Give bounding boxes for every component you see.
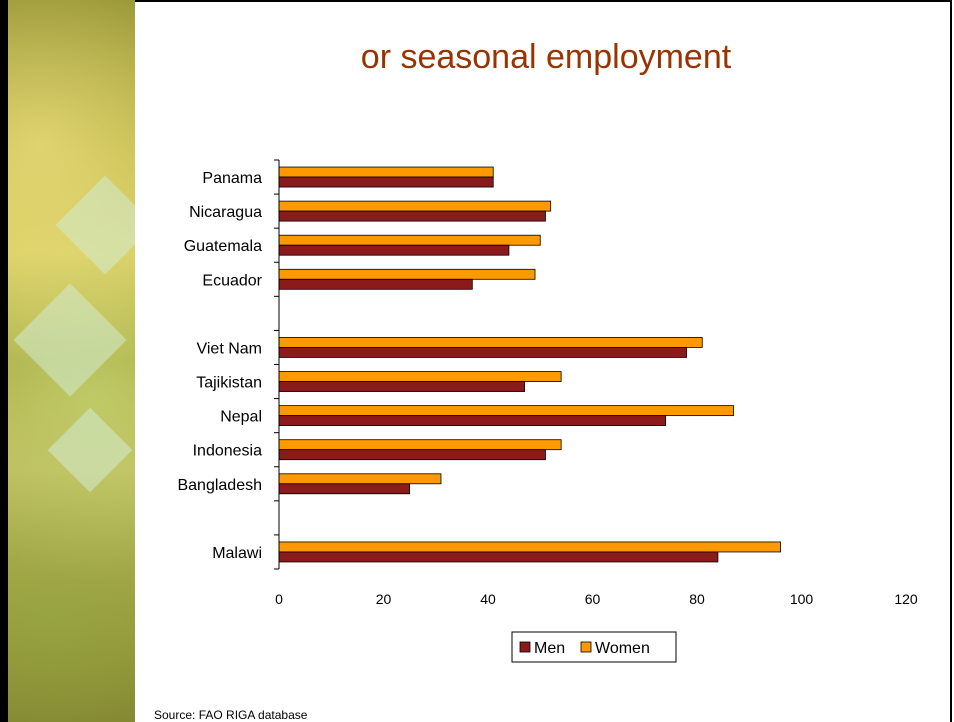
bar-women-11 [278,541,782,553]
legend-box [511,631,677,663]
x-tick-label: 0 [275,591,283,607]
category-label: Tajikistan [196,375,262,392]
bar-women-5 [278,337,703,348]
bar-women-3 [278,268,536,280]
x-tick-label: 100 [790,591,814,607]
category-label: Guatemala [184,238,262,255]
legend-swatch-men [519,641,531,653]
slide-title: or seasonal employment [360,38,732,76]
legend-label-women: Women [595,640,650,657]
x-tick-label: 20 [376,591,392,607]
bar-women-0 [278,166,494,178]
bar-women-8 [278,439,562,451]
bar-men-2 [278,244,510,256]
side-border [0,0,8,722]
category-label: Nepal [220,409,262,426]
bar-men-5 [278,347,687,358]
bar-men-7 [278,415,667,427]
category-label: Ecuador [202,272,262,289]
category-label: Bangladesh [177,477,262,494]
x-tick-label: 80 [689,591,705,607]
bar-men-8 [278,449,546,461]
x-tick-label: 120 [894,591,918,607]
bar-women-9 [278,473,442,485]
bar-women-2 [278,234,541,246]
decorative-side-image [0,0,135,722]
x-tick-label: 40 [480,591,496,607]
chart-bars [278,166,782,563]
bar-men-6 [278,381,525,392]
bar-men-11 [278,551,719,563]
category-label: Nicaragua [189,204,262,221]
bar-women-1 [278,200,552,212]
category-label: Viet Nam [196,340,262,357]
bar-women-7 [278,405,734,417]
chart-axes [274,159,280,570]
source-note: Source: FAO RIGA database [154,708,308,722]
category-labels: Panama Nicaragua Guatemala Ecuador Viet Nam T… [177,170,262,562]
category-label: Indonesia [193,443,262,460]
bar-men-0 [278,176,494,188]
x-tick-label: 60 [585,591,601,607]
bar-men-3 [278,278,473,290]
legend-swatch-women [580,641,592,653]
bar-women-6 [278,371,562,382]
category-label: Malawi [212,545,262,562]
x-tick-labels: 0 20 40 60 80 100 120 [275,591,918,607]
bar-men-1 [278,210,546,222]
chart-legend: Men Women [511,631,677,663]
category-label: Panama [202,170,262,187]
legend-label-men: Men [534,640,565,657]
bar-men-9 [278,483,411,495]
